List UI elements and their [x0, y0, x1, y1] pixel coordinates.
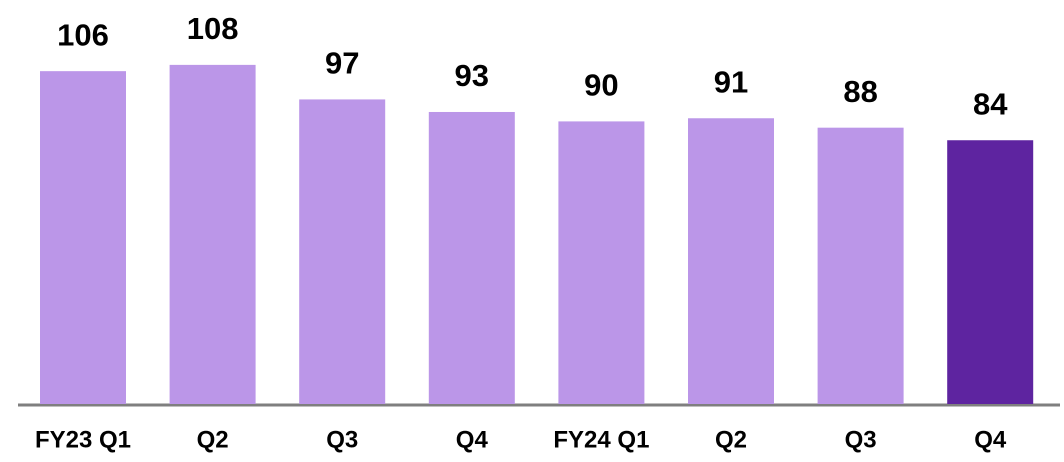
- bar: [299, 99, 386, 405]
- x-tick-label: Q2: [197, 426, 229, 453]
- bar: [817, 127, 904, 405]
- x-tick-label: Q3: [326, 426, 358, 453]
- value-label: 106: [57, 17, 109, 52]
- value-label: 88: [843, 74, 877, 109]
- x-tick-label: Q4: [456, 426, 489, 453]
- x-tick-label: FY23 Q1: [35, 426, 131, 453]
- bar: [688, 118, 774, 404]
- x-tick-label: Q4: [974, 426, 1007, 453]
- bar: [558, 121, 645, 405]
- bar: [40, 71, 126, 404]
- x-tick-label: Q3: [845, 426, 877, 453]
- x-tick-label: FY24 Q1: [553, 426, 649, 453]
- value-label: 97: [325, 46, 359, 81]
- x-tick-label: Q2: [715, 426, 747, 453]
- bar: [428, 111, 515, 404]
- value-label: 84: [973, 86, 1008, 121]
- bar: [169, 64, 256, 404]
- value-label: 91: [714, 64, 748, 99]
- value-label: 90: [584, 68, 618, 103]
- bar: [947, 140, 1034, 405]
- value-label: 108: [187, 11, 239, 46]
- value-label: 93: [455, 58, 489, 93]
